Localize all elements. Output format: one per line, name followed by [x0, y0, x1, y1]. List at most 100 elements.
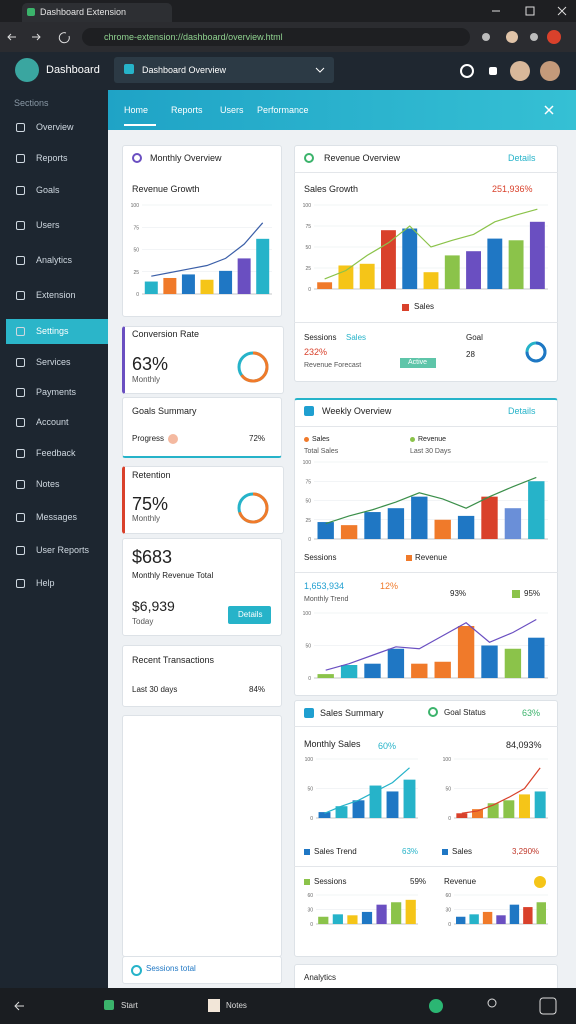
sidebar-icon: [16, 418, 25, 427]
bar: [481, 645, 498, 678]
y-tick-label: 50: [305, 245, 311, 251]
y-tick-label: 100: [305, 757, 314, 763]
tab[interactable]: [22, 3, 172, 22]
card-title: Monthly Overview: [150, 153, 222, 163]
tab[interactable]: Home: [124, 105, 149, 115]
close[interactable]: [542, 103, 556, 117]
divider: [294, 426, 558, 427]
label: Sessions: [304, 553, 337, 562]
card-label: Progress: [132, 434, 165, 443]
sidebar-item[interactable]: Reports: [36, 153, 68, 163]
url-box[interactable]: [82, 28, 470, 46]
legend-swatch: [410, 437, 415, 442]
bar: [457, 626, 475, 678]
taskbar-icons[interactable]: [0, 988, 576, 1024]
sidebar-item[interactable]: Users: [36, 220, 60, 230]
sidebar-icon: [16, 579, 25, 588]
panel-link[interactable]: Details: [508, 406, 536, 416]
sidebar-item[interactable]: User Reports: [36, 545, 90, 555]
bar: [405, 899, 416, 924]
sidebar-icon: [16, 186, 25, 195]
bar: [387, 508, 405, 539]
panel-icon: [304, 406, 314, 416]
sidebar-item[interactable]: Feedback: [36, 448, 76, 458]
bar: [534, 791, 546, 818]
footer-text: Sessions total: [146, 964, 196, 973]
button[interactable]: [228, 606, 271, 624]
trend-line: [461, 767, 541, 814]
label: Monthly Trend: [304, 596, 349, 603]
chart: 0 50 100: [303, 611, 548, 682]
sidebar-section: Sections: [14, 98, 49, 108]
y-tick-label: 75: [305, 224, 311, 230]
bar: [434, 519, 451, 539]
bar: [496, 915, 506, 924]
bar: [391, 902, 402, 924]
legend-label: Revenue: [418, 436, 447, 443]
legend-swatch: [406, 555, 412, 561]
bar: [317, 282, 333, 289]
bar: [456, 916, 466, 924]
y-tick-label: 100: [443, 757, 452, 763]
taskbar-label[interactable]: Start: [121, 1001, 138, 1010]
bar: [457, 515, 475, 539]
sidebar-item[interactable]: Analytics: [36, 255, 73, 265]
donut: [237, 492, 269, 524]
sidebar-icon: [16, 513, 25, 522]
avatar[interactable]: [15, 58, 39, 82]
legend-swatch: [304, 879, 310, 885]
sidebar-item[interactable]: Extension: [36, 290, 76, 300]
card-label: Conversion Rate: [132, 329, 200, 339]
chart: 0 50 100: [305, 757, 418, 822]
selector[interactable]: [114, 57, 334, 83]
sidebar-item[interactable]: Goals: [36, 185, 60, 195]
nav-buttons[interactable]: [4, 28, 76, 46]
chart: 0 30 60: [307, 893, 418, 928]
donut: [237, 351, 269, 383]
bar: [347, 915, 358, 924]
bar: [352, 800, 365, 818]
chart: 0 25 50 75 100: [131, 203, 272, 298]
y-tick-label: 0: [308, 676, 311, 682]
sidebar-item[interactable]: Services: [36, 357, 71, 367]
sidebar-item[interactable]: Settings: [36, 326, 69, 336]
y-tick-label: 0: [448, 922, 451, 928]
bar: [361, 911, 373, 924]
bar: [519, 794, 530, 818]
y-tick-label: 25: [305, 518, 311, 524]
card-note: Monthly: [132, 514, 161, 523]
bar: [444, 255, 460, 289]
sidebar-item[interactable]: Overview: [36, 122, 74, 132]
tab[interactable]: Performance: [257, 105, 309, 115]
taskbar-label[interactable]: Notes: [226, 1001, 247, 1010]
header-icons[interactable]: [456, 58, 566, 84]
sidebar-item[interactable]: Payments: [36, 387, 77, 397]
sidebar-item[interactable]: Messages: [36, 512, 78, 522]
y-tick-label: 25: [305, 266, 311, 272]
tab[interactable]: Reports: [171, 105, 203, 115]
card-label: Retention: [132, 470, 171, 480]
sidebar-icon: [16, 256, 25, 265]
bar: [144, 281, 158, 294]
y-tick-label: 60: [307, 893, 313, 899]
window-controls[interactable]: [480, 2, 576, 20]
button-label[interactable]: Details: [238, 610, 263, 619]
card: [122, 715, 282, 957]
donut-arc: [237, 351, 269, 383]
sidebar-item[interactable]: Account: [36, 417, 69, 427]
value: 93%: [450, 589, 467, 598]
panel-title: Revenue Overview: [324, 153, 401, 163]
sidebar-icon: [16, 154, 25, 163]
sidebar-item[interactable]: Help: [36, 578, 55, 588]
card-value: 72%: [249, 434, 266, 443]
bar: [317, 674, 334, 678]
sidebar-item[interactable]: Notes: [36, 479, 60, 489]
panel-link[interactable]: Details: [508, 153, 536, 163]
bar: [200, 279, 214, 294]
card-value: $683: [132, 547, 173, 567]
divider: [294, 866, 558, 867]
y-tick-label: 0: [308, 537, 311, 543]
legend-swatch: [442, 849, 448, 855]
y-tick-label: 100: [131, 203, 140, 209]
tab[interactable]: Users: [220, 105, 244, 115]
